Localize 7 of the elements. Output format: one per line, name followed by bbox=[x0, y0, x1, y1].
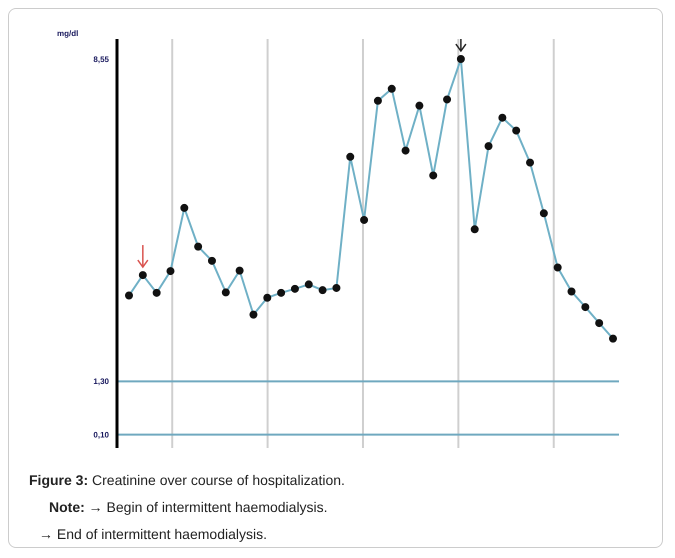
y-axis-title: mg/dl bbox=[57, 29, 78, 38]
text: Note: → Begin of intermittent haemodialysis. bbox=[49, 499, 328, 515]
y-tick-label: 8,55 bbox=[93, 54, 110, 64]
text: → End of intermittent haemodialysis. bbox=[39, 526, 267, 542]
y-tick-label: 0,10 bbox=[93, 430, 110, 440]
text: Figure 3: Creatinine over course of hospitalization. bbox=[29, 472, 345, 488]
y-tick-label: 1,30 bbox=[93, 377, 110, 386]
